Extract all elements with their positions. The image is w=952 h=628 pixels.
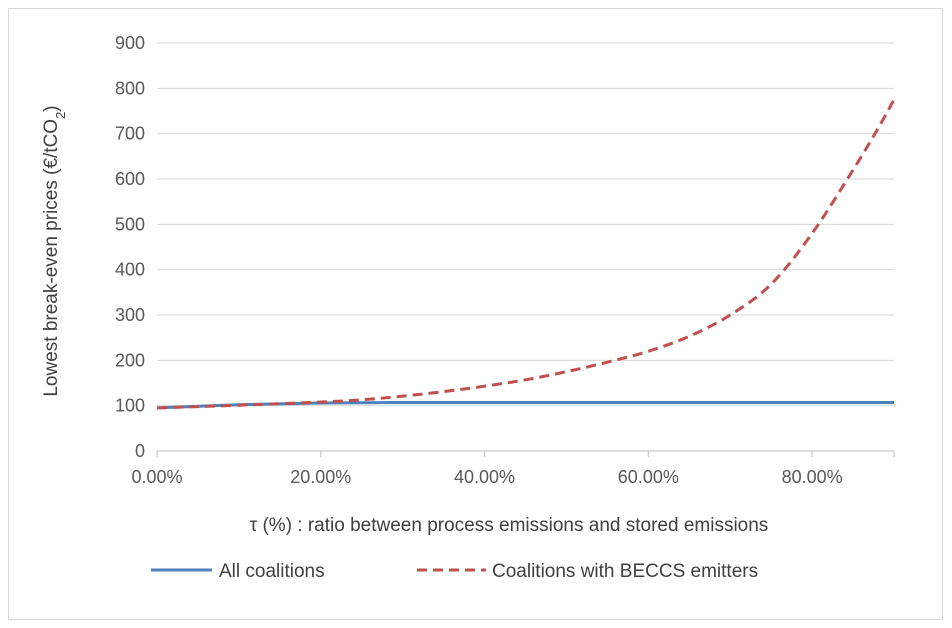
y-tick-label-800: 800	[115, 78, 145, 98]
legend: All coalitions Coalitions with BECCS emi…	[151, 561, 758, 582]
y-tick-label-0: 0	[135, 441, 145, 461]
x-tick-label-4: 80.00%	[782, 467, 843, 487]
y-tick-label-300: 300	[115, 305, 145, 325]
legend-label-beccs-coalitions: Coalitions with BECCS emitters	[492, 561, 758, 582]
x-tick-label-3: 60.00%	[618, 467, 679, 487]
y-axis-ticks: 0 100 200 300 400 500 600 700 800 900	[115, 33, 145, 461]
chart-frame: 0 100 200 300 400 500 600 700 800 900 0.00% 20.00%…	[8, 8, 943, 620]
x-tick-label-2: 40.00%	[454, 467, 515, 487]
y-tick-label-900: 900	[115, 33, 145, 53]
x-axis-title: τ (%) : ratio between process emissions …	[250, 515, 769, 536]
line-chart: 0 100 200 300 400 500 600 700 800 900 0.00% 20.00%…	[41, 33, 896, 582]
x-tick-label-0: 0.00%	[131, 467, 182, 487]
x-tick-label-1: 20.00%	[290, 467, 351, 487]
y-tick-label-100: 100	[115, 396, 145, 416]
legend-label-all-coalitions: All coalitions	[219, 561, 325, 582]
series-lines	[156, 98, 896, 410]
x-axis-ticks: 0.00% 20.00% 40.00% 60.00% 80.00%	[131, 451, 895, 487]
y-tick-label-500: 500	[115, 214, 145, 234]
series-line-1	[156, 98, 896, 410]
y-tick-label-700: 700	[115, 124, 145, 144]
y-axis-title: Lowest break-even prices (€/tCO2)	[41, 105, 68, 396]
series-line-0	[156, 400, 894, 410]
y-tick-label-200: 200	[115, 350, 145, 370]
y-tick-label-600: 600	[115, 169, 145, 189]
y-tick-label-400: 400	[115, 260, 145, 280]
gridlines	[157, 42, 894, 407]
